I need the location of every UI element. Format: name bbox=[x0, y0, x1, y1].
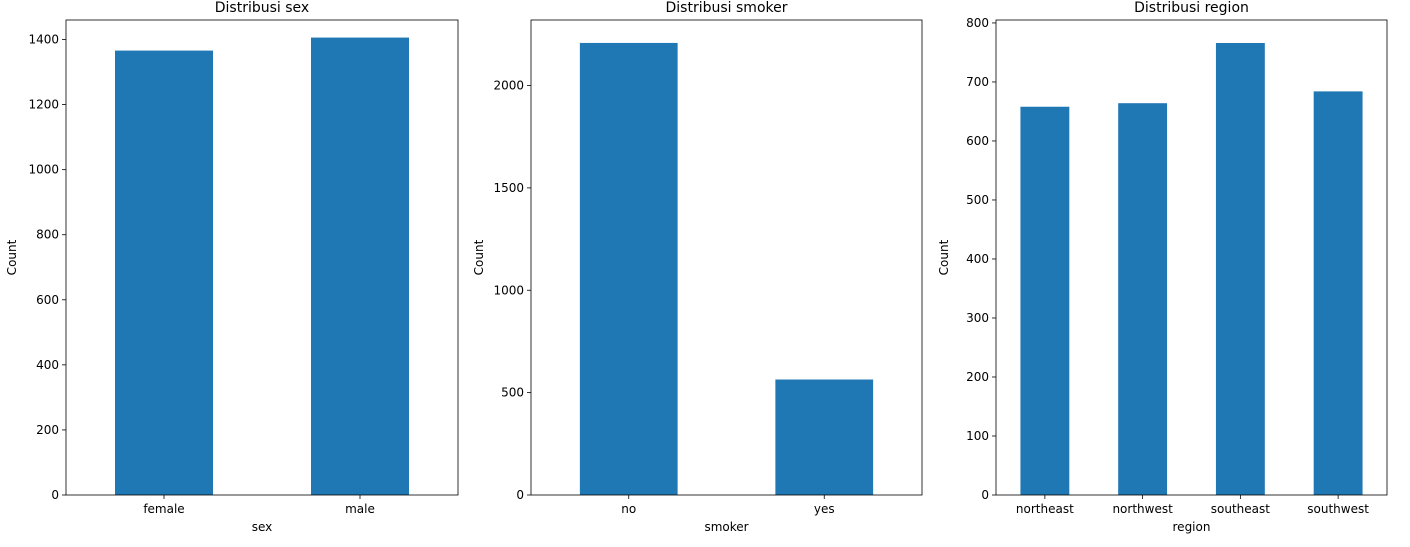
y-tick-label: 800 bbox=[36, 228, 59, 242]
bar-smoker-yes bbox=[775, 379, 874, 495]
x-axis-label: smoker bbox=[704, 520, 748, 534]
y-tick-label: 500 bbox=[501, 386, 524, 400]
plot-frame bbox=[65, 19, 459, 496]
bar-sex-female bbox=[115, 50, 213, 496]
chart-title: Distribusi region bbox=[1134, 0, 1249, 16]
x-axis-label: sex bbox=[252, 520, 273, 534]
y-tick-label: 1000 bbox=[493, 283, 524, 297]
y-axis-label: Count bbox=[5, 239, 19, 275]
y-tick-label: 700 bbox=[966, 75, 989, 89]
bar-sex-male bbox=[311, 37, 409, 496]
x-tick-label: southeast bbox=[1211, 502, 1270, 516]
y-tick-label: 400 bbox=[966, 252, 989, 266]
chart-smoker: no yes 0 500 1000 1500 2000 Distribusi smoker sm… bbox=[472, 0, 923, 534]
chart-region: northeast northwest southeast southwest 0 100… bbox=[937, 0, 1388, 534]
x-tick-label: female bbox=[143, 502, 184, 516]
bar-region-northwest bbox=[1118, 103, 1168, 495]
x-tick-label: northeast bbox=[1016, 502, 1074, 516]
bar-region-southwest bbox=[1313, 91, 1363, 495]
y-tick-label: 2000 bbox=[493, 79, 524, 93]
bar-region-northeast bbox=[1020, 106, 1070, 495]
y-axis-label: Count bbox=[472, 239, 486, 275]
y-tick-label: 1000 bbox=[28, 163, 59, 177]
y-tick-label: 300 bbox=[966, 311, 989, 325]
chart-sex: female male 0 200 400 600 800 1000 1200 1400 Distr… bbox=[5, 0, 459, 534]
x-tick-label: no bbox=[621, 502, 636, 516]
y-tick-label: 0 bbox=[981, 488, 989, 502]
y-tick-label: 500 bbox=[966, 193, 989, 207]
x-tick-label: male bbox=[345, 502, 375, 516]
y-tick-label: 200 bbox=[36, 423, 59, 437]
y-tick-label: 0 bbox=[51, 488, 59, 502]
bar-smoker-no bbox=[579, 42, 678, 496]
y-tick-label: 1500 bbox=[493, 181, 524, 195]
y-tick-label: 1200 bbox=[28, 98, 59, 112]
y-tick-label: 600 bbox=[966, 134, 989, 148]
y-tick-label: 400 bbox=[36, 358, 59, 372]
plot-frame bbox=[995, 19, 1388, 496]
y-tick-label: 1400 bbox=[28, 33, 59, 47]
chart-title: Distribusi sex bbox=[215, 0, 309, 16]
y-tick-label: 800 bbox=[966, 16, 989, 30]
y-tick-label: 0 bbox=[516, 488, 524, 502]
y-tick-label: 600 bbox=[36, 293, 59, 307]
y-tick-label: 100 bbox=[966, 429, 989, 443]
plot-frame bbox=[530, 19, 923, 496]
y-tick-label: 200 bbox=[966, 370, 989, 384]
x-tick-label: southwest bbox=[1307, 502, 1369, 516]
y-axis-label: Count bbox=[937, 239, 951, 275]
bar-region-southeast bbox=[1215, 43, 1265, 495]
chart-title: Distribusi smoker bbox=[666, 0, 788, 16]
x-tick-label: yes bbox=[814, 502, 835, 516]
x-axis-label: region bbox=[1173, 520, 1211, 534]
x-tick-label: northwest bbox=[1112, 502, 1173, 516]
